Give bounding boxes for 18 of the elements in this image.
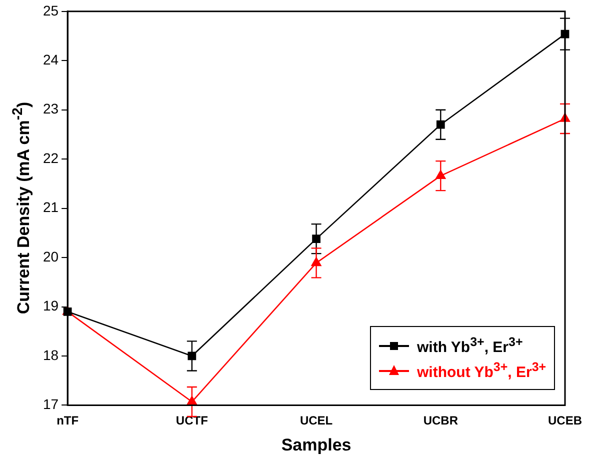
x-tick-label: UCTF [176,414,208,428]
y-tick-label: 20 [42,248,59,264]
y-tick-label: 22 [42,150,59,166]
y-tick-label: 25 [42,2,59,18]
legend-label: with Yb$^{3+}$, Er$^{3+}$ [417,335,523,356]
y-tick-label: 18 [42,346,59,363]
x-axis-title: Samples [281,435,352,454]
x-tick-label: UCEB [548,414,582,428]
y-tick-label: 23 [42,100,59,117]
x-tick-label: nTF [56,414,79,428]
y-tick-label: 21 [42,199,59,216]
point [436,120,445,129]
legend-label: without Yb$^{3+}$, Er$^{3+}$ [417,360,546,382]
y-tick-label: 24 [42,51,59,68]
x-tick-label: UCEL [300,414,333,428]
x-tick-label: UCBR [423,414,458,428]
y-tick-label: 17 [42,396,59,412]
y-tick-label: 19 [42,298,59,314]
